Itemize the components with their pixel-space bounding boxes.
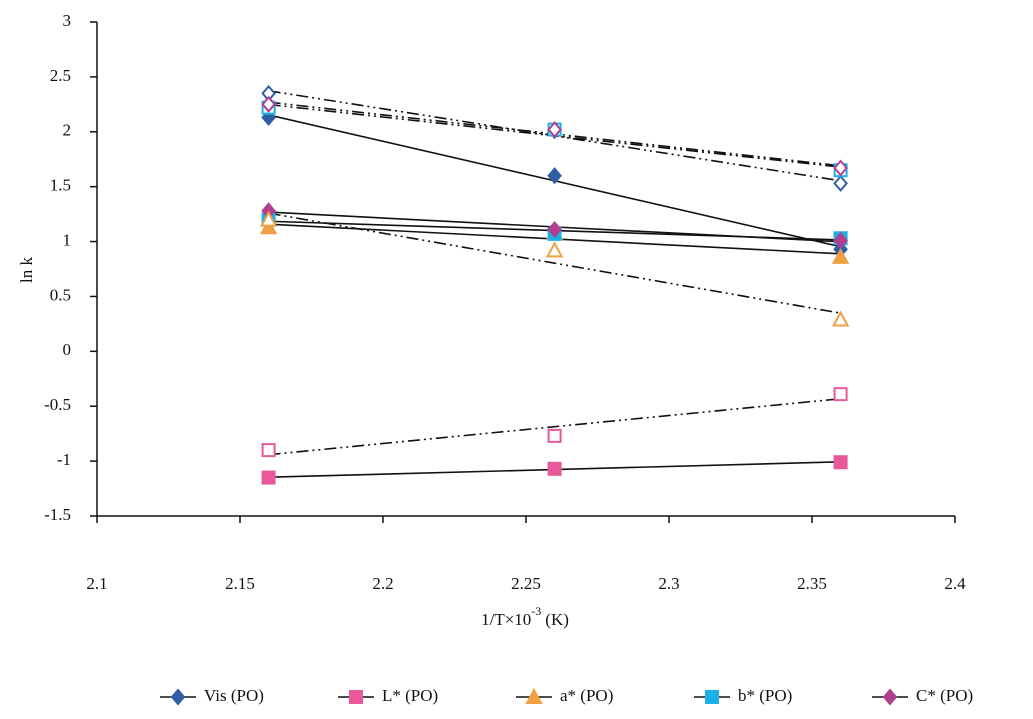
- y-tick-label: 3: [63, 11, 72, 30]
- legend-marker: [170, 688, 186, 706]
- data-point: [547, 428, 562, 443]
- x-tick-label: 2.4: [944, 574, 966, 593]
- legend-label: Vis (PO): [204, 686, 264, 705]
- data-point: [831, 247, 850, 264]
- legend-marker: [525, 687, 543, 704]
- data-point: [261, 443, 276, 458]
- x-tick-label: 2.1: [86, 574, 107, 593]
- x-tick-label: 2.2: [372, 574, 393, 593]
- x-axis-title-part: 1/T×10: [481, 610, 531, 629]
- x-tick-label: 2.15: [225, 574, 255, 593]
- data-point: [833, 387, 848, 402]
- legend-marker: [705, 690, 719, 704]
- data-point: [547, 220, 562, 239]
- y-tick-label: -0.5: [44, 395, 71, 414]
- data-point: [259, 210, 278, 227]
- legend-label: b* (PO): [738, 686, 792, 705]
- data-point: [833, 174, 848, 192]
- trendline: [268, 397, 841, 456]
- y-tick-label: 1.5: [50, 176, 71, 195]
- data-point: [833, 159, 848, 177]
- y-tick-label: 1: [63, 230, 72, 249]
- trendline: [268, 212, 841, 314]
- y-tick-label: 0: [63, 340, 72, 359]
- y-tick-label: -1.5: [44, 505, 71, 524]
- x-tick-label: 2.35: [797, 574, 827, 593]
- x-tick-label: 2.3: [658, 574, 679, 593]
- y-tick-label: 0.5: [50, 285, 71, 304]
- x-axis-title-unit: (K): [545, 610, 569, 629]
- data-point: [833, 231, 848, 249]
- y-tick-label: 2: [63, 121, 72, 140]
- legend-label: C* (PO): [916, 686, 973, 705]
- y-tick-label: -1: [57, 450, 71, 469]
- data-point: [545, 241, 564, 258]
- x-axis-title: 1/T×10-3 (K): [481, 604, 569, 629]
- y-tick-label: 2.5: [50, 66, 71, 85]
- data-point: [259, 218, 278, 235]
- legend-label: L* (PO): [382, 686, 438, 705]
- legend-marker: [882, 688, 898, 706]
- data-point: [833, 455, 848, 470]
- data-point: [261, 95, 276, 113]
- data-point: [261, 470, 276, 485]
- data-point: [547, 461, 562, 476]
- data-point: [831, 310, 850, 327]
- legend-label: a* (PO): [560, 686, 613, 705]
- x-axis-title-sup: -3: [531, 604, 541, 618]
- x-tick-label: 2.25: [511, 574, 541, 593]
- data-point: [547, 167, 562, 185]
- legend-marker: [349, 690, 363, 704]
- data-point: [547, 121, 562, 139]
- y-axis-title: ln k: [17, 257, 36, 283]
